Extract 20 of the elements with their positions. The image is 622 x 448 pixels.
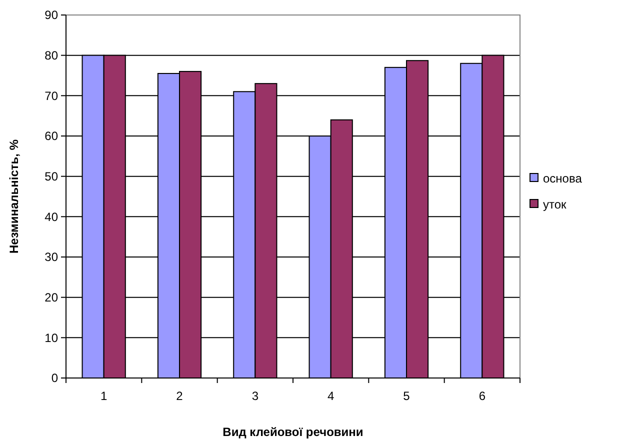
y-tick-label: 90 [44,8,58,22]
y-axis-title: Незминальність, % [7,139,21,254]
x-tick-label: 6 [478,389,486,403]
y-tick-label: 10 [44,330,58,345]
y-tick-label: 80 [44,48,58,63]
x-tick-label: 2 [176,389,184,403]
legend-label: уток [543,198,568,212]
y-tick-label: 0 [51,371,58,386]
x-axis-title: Вид клейової речовини [222,425,364,439]
x-tick-label: 5 [403,389,410,403]
x-tick-label: 3 [252,389,259,403]
y-tick-label: 30 [44,250,58,264]
y-tick-label: 40 [44,210,58,224]
x-tick-label: 4 [327,389,334,403]
y-tick-label: 20 [44,290,58,305]
y-tick-label: 50 [44,170,58,184]
y-tick-label: 70 [44,88,58,103]
x-tick-label: 1 [100,389,108,403]
legend-label: основа [543,172,582,186]
y-tick-label: 60 [44,129,58,144]
